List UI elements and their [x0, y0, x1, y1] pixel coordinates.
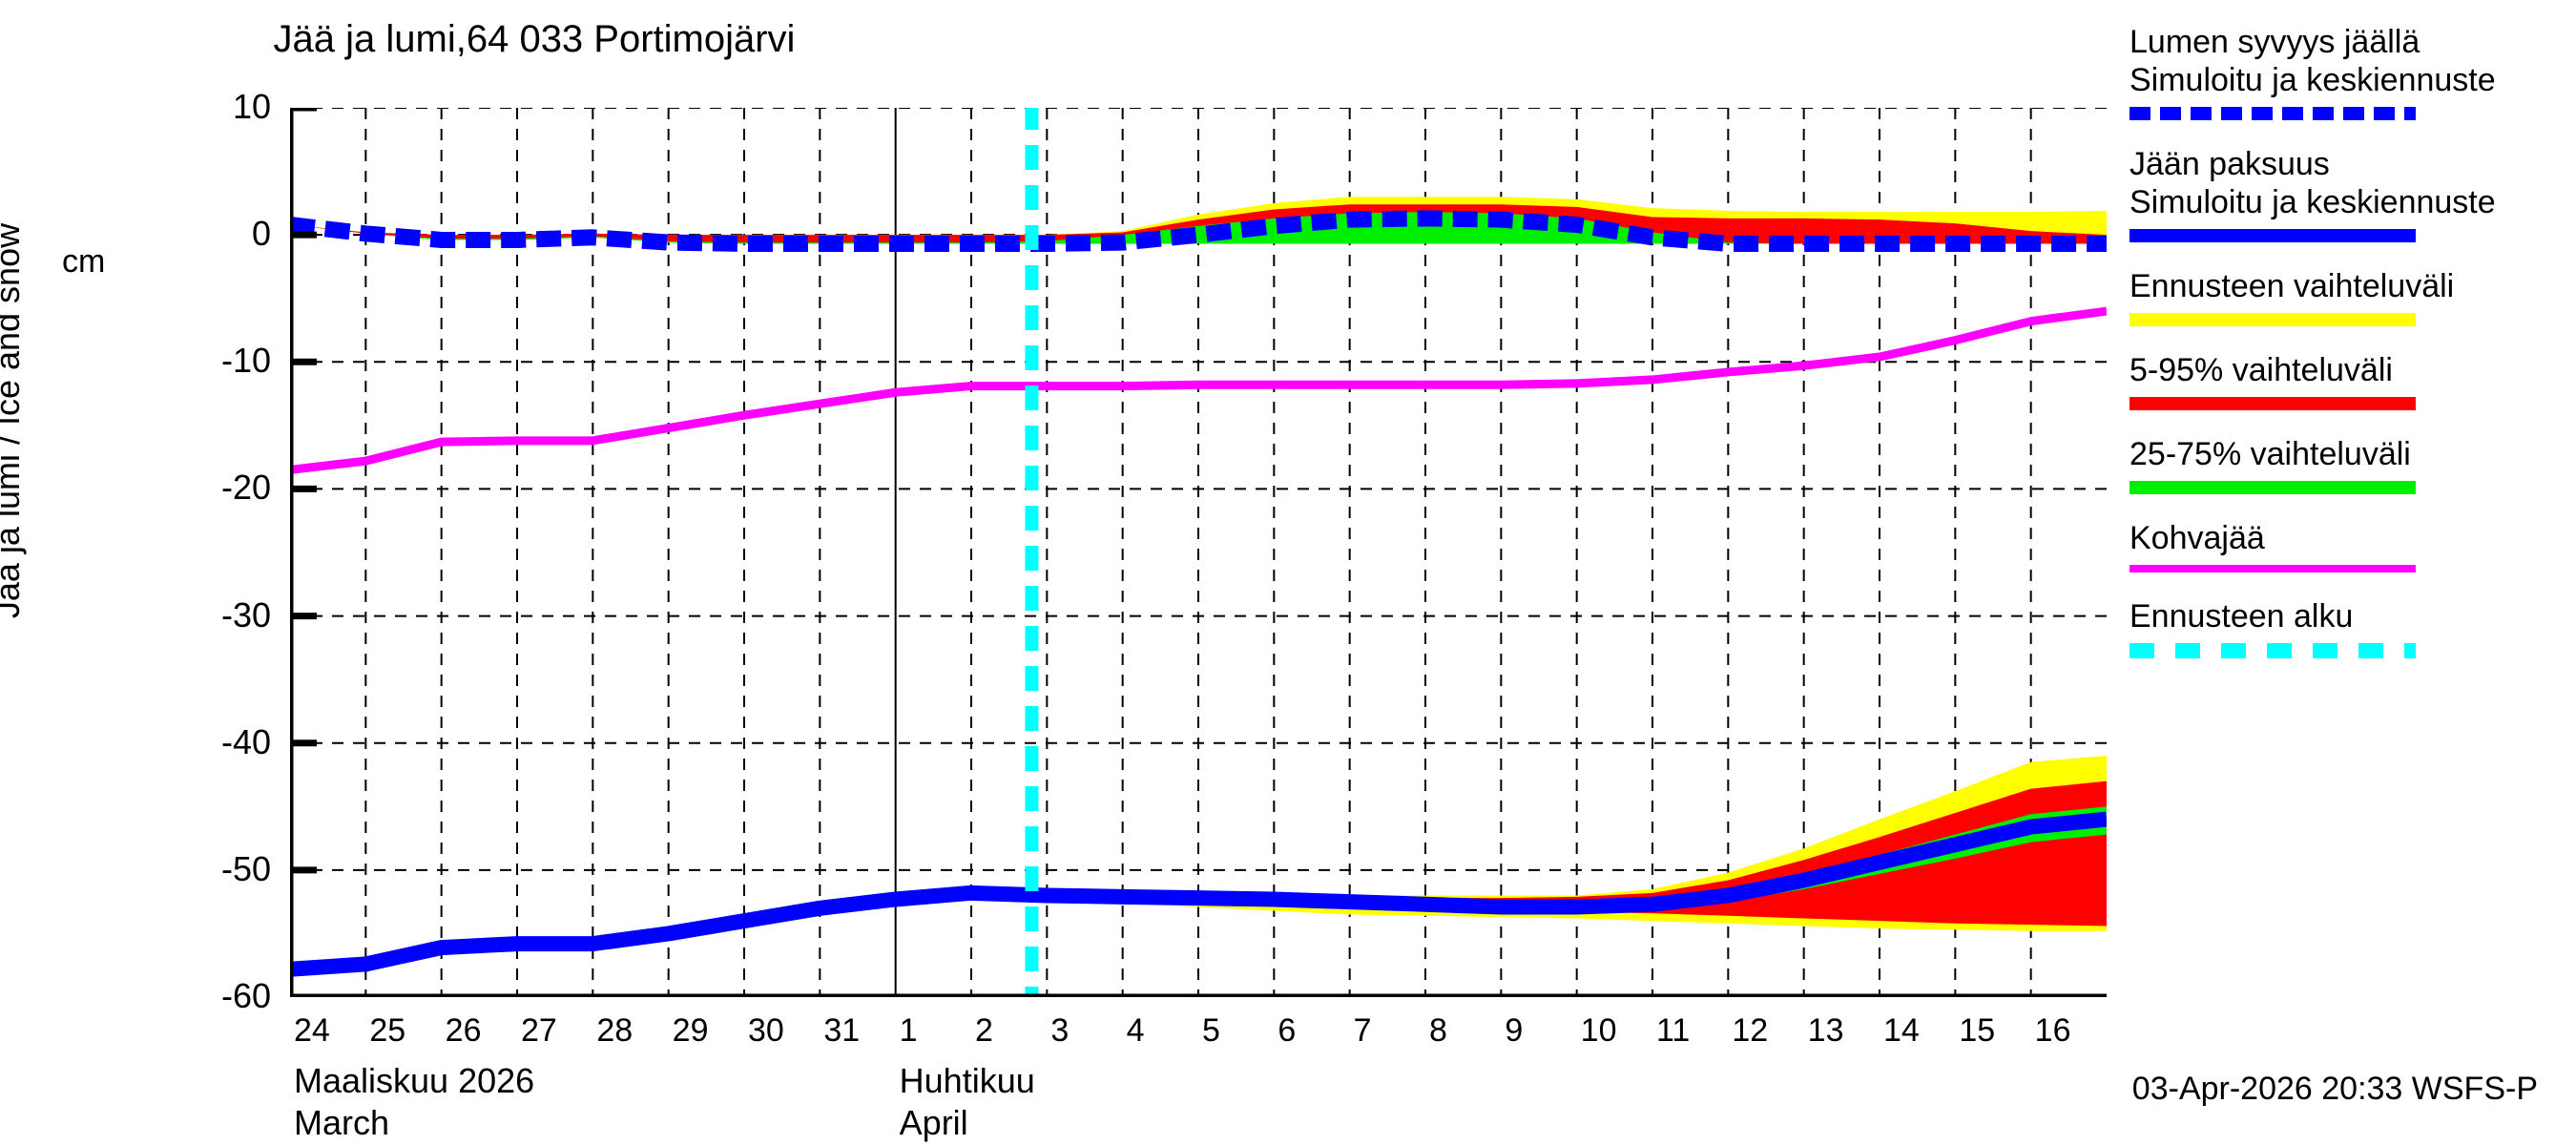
legend-item-title: Ennusteen alku	[2129, 598, 2354, 635]
x-tick-label: 1	[899, 1012, 918, 1049]
plot-area	[290, 108, 2107, 997]
snow-depth-bands	[290, 197, 2107, 244]
x-tick-label: 15	[1959, 1012, 1996, 1049]
legend-item: Lumen syvyys jäällä Simuloitu ja keskienn…	[2129, 23, 2568, 120]
legend-swatch	[2129, 229, 2416, 242]
legend-item: 25-75% vaihteluväli	[2129, 435, 2568, 494]
y-tick-label: -10	[220, 341, 271, 381]
x-tick-label: 9	[1505, 1012, 1524, 1049]
x-tick-label: 13	[1807, 1012, 1844, 1049]
legend-item: Jään paksuus Simuloitu ja keskiennuste	[2129, 145, 2568, 242]
legend-swatch	[2129, 565, 2416, 572]
x-tick-label: 28	[596, 1012, 634, 1049]
x-tick-label: 14	[1883, 1012, 1920, 1049]
y-axis-label: Jää ja lumi / Ice and snow	[0, 222, 27, 619]
x-tick-label: 30	[748, 1012, 784, 1049]
y-tick-label: -50	[220, 848, 271, 888]
legend-item-title: Ennusteen vaihteluväli	[2129, 268, 2455, 304]
legend-item-title: Jään paksuus	[2129, 146, 2330, 182]
y-tick-label: 0	[251, 214, 271, 254]
x-tick-label: 4	[1126, 1012, 1145, 1049]
legend-item-subtitle: Simuloitu ja keskiennuste	[2129, 62, 2496, 98]
y-axis-unit: cm	[62, 243, 106, 280]
x-tick-label: 11	[1656, 1012, 1691, 1049]
legend-item-subtitle: Simuloitu ja keskiennuste	[2129, 184, 2496, 220]
footer-timestamp: 03-Apr-2026 20:33 WSFS-P	[2131, 1071, 2538, 1107]
month-label-fi: Huhtikuu	[899, 1061, 1035, 1100]
x-tick-label: 2	[975, 1012, 993, 1049]
y-tick-label: -30	[220, 594, 271, 635]
x-tick-label: 27	[521, 1012, 557, 1049]
axis-spines	[290, 108, 2107, 997]
legend-item: Ennusteen vaihteluväli	[2129, 267, 2568, 326]
x-tick-label: 7	[1353, 1012, 1372, 1049]
month-label-en: March	[294, 1103, 390, 1142]
series-snow-depth	[290, 210, 2107, 252]
legend-item: 5-95% vaihteluväli	[2129, 351, 2568, 410]
month-label-en: April	[899, 1103, 968, 1142]
month-label-fi: Maaliskuu 2026	[294, 1061, 535, 1100]
legend: Lumen syvyys jäällä Simuloitu ja keskienn…	[2129, 23, 2568, 683]
y-tick-label: -40	[220, 721, 271, 761]
series-kohvajaa	[290, 306, 2107, 474]
x-axis-month-group: Maaliskuu 2026 March	[294, 1060, 534, 1144]
x-tick-label: 29	[672, 1012, 709, 1049]
legend-item-title: 5-95% vaihteluväli	[2129, 352, 2393, 388]
plot-svg	[290, 108, 2107, 997]
x-tick-label: 31	[823, 1012, 861, 1049]
legend-item-title: Kohvajää	[2129, 520, 2265, 556]
y-tick-label: 10	[232, 87, 271, 126]
x-tick-label: 24	[294, 1012, 330, 1049]
x-tick-label: 25	[369, 1012, 406, 1049]
legend-swatch	[2129, 643, 2416, 658]
page-title: Jää ja lumi,64 033 Portimojärvi	[273, 18, 796, 60]
legend-item: Kohvajää	[2129, 519, 2568, 572]
x-tick-label: 10	[1580, 1012, 1617, 1049]
x-tick-label: 8	[1429, 1012, 1447, 1049]
series-ice-thickness	[290, 811, 2107, 977]
legend-swatch	[2129, 397, 2416, 410]
legend-swatch	[2129, 481, 2416, 494]
legend-swatch	[2129, 313, 2416, 326]
legend-item-title: 25-75% vaihteluväli	[2129, 436, 2411, 472]
y-tick-label: -20	[220, 468, 271, 508]
legend-swatch	[2129, 107, 2416, 120]
x-tick-label: 3	[1050, 1012, 1070, 1049]
x-axis-month-group: Huhtikuu April	[900, 1060, 1035, 1144]
legend-item: Ennusteen alku	[2129, 597, 2568, 658]
x-tick-label: 6	[1278, 1012, 1297, 1049]
ice-band-yellow	[290, 756, 2107, 969]
x-tick-label: 16	[2034, 1012, 2071, 1049]
legend-item-title: Lumen syvyys jäällä	[2129, 24, 2420, 60]
x-tick-label: 26	[445, 1012, 482, 1049]
x-tick-label: 5	[1202, 1012, 1220, 1049]
y-tick-label: -60	[220, 976, 271, 1015]
x-tick-label: 12	[1732, 1012, 1769, 1049]
